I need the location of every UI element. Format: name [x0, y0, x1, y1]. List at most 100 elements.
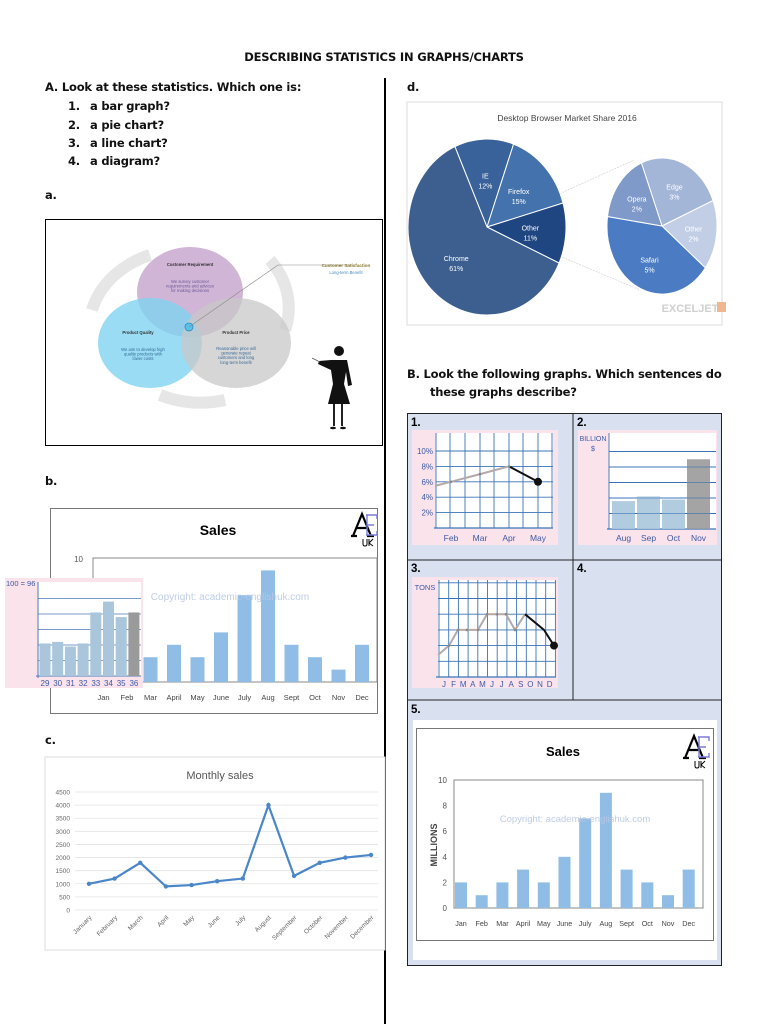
circle-text: for making decisions [171, 288, 209, 293]
inset-bar-36 [128, 612, 140, 676]
chart-title: Sales [200, 522, 237, 538]
x-tick: M [460, 680, 467, 689]
x-tick: July [579, 919, 592, 928]
y-label: $ [591, 446, 595, 453]
series-line [88, 801, 372, 888]
circle-text: quality products with [124, 352, 163, 357]
point-december [368, 852, 374, 858]
question-item-2: a pie chart? [90, 118, 164, 132]
label-d: d. [407, 80, 420, 94]
x-tick: Dec [355, 693, 369, 702]
y-tick: 8% [421, 462, 433, 471]
x-tick: Nov [662, 919, 675, 928]
circle-text: customers and long [218, 355, 255, 360]
x-tick: Apr [502, 533, 515, 543]
inset-bar-32 [77, 643, 89, 676]
cell-number-3: 3. [411, 563, 421, 575]
inset-x-tick: 30 [53, 679, 62, 688]
bar-sept [620, 869, 633, 908]
plot-area [453, 779, 704, 909]
chart-title: Sales [546, 744, 580, 759]
bar-april [167, 644, 181, 682]
bar-jan [455, 882, 467, 908]
sub-slice-opera [606, 162, 663, 227]
inset-bar-31 [64, 646, 76, 676]
x-tick: O [527, 680, 533, 689]
slice-value: 2% [632, 207, 642, 214]
point-november [343, 855, 348, 860]
bar-nov [331, 669, 346, 682]
bar-dec [682, 869, 695, 908]
x-tick: A [509, 680, 515, 689]
y-label: TONS [415, 583, 436, 592]
watermark: Copyright: academic-englishuk.com [151, 592, 309, 603]
slice-label: Other [522, 226, 540, 233]
section-b-heading-line1: B. Look the following graphs. Which sent… [407, 367, 722, 381]
slice-value: 15% [512, 199, 526, 206]
slice-value: 11% [524, 236, 538, 243]
y-tick: 4500 [56, 790, 71, 797]
question-item-4: a diagram? [90, 154, 161, 168]
chart-1: 2% 4% 6% 8% 10% Feb Mar Apr May [412, 430, 558, 545]
x-tick: Feb [476, 919, 488, 928]
x-tick: Aug [600, 919, 613, 928]
x-tick: Mar [496, 919, 509, 928]
cell-number-5: 5. [411, 704, 421, 716]
bar-aug [261, 570, 275, 682]
circle-text: We aim to develop high [121, 347, 165, 352]
y-tick: 3500 [56, 816, 71, 823]
point-last [550, 641, 558, 650]
bar-aug [612, 501, 635, 529]
ae-uk-logo [351, 511, 378, 547]
x-tick: Nov [332, 693, 346, 702]
sub-slice-safari [606, 215, 706, 295]
label-b: b. [45, 474, 58, 488]
circle-text: lower costs [133, 356, 154, 361]
circle-text: Reasonable price will [216, 346, 256, 351]
bar-aug [599, 792, 612, 908]
inset-x-tick: 34 [104, 679, 113, 688]
point [513, 628, 517, 632]
label-a: a. [45, 188, 57, 202]
section-a-heading: A. Look at these statistics. Which one i… [45, 80, 302, 94]
x-tick: Sep [641, 533, 656, 543]
point-april [163, 884, 169, 889]
section-b-heading-line2: these graphs describe? [430, 385, 577, 399]
inset-x-tick: 29 [41, 679, 50, 688]
chart-frame [416, 728, 714, 941]
bar-may [190, 657, 205, 682]
slice-value: 61% [449, 266, 463, 273]
circle-title: Product Price [222, 330, 250, 335]
cell-number-4: 4. [577, 563, 587, 575]
inset-x-tick: 33 [91, 679, 100, 688]
point [478, 472, 482, 476]
main-slice-chrome [407, 145, 560, 316]
bar-sept [284, 644, 299, 682]
x-tick: F [451, 680, 456, 689]
x-tick: Dec [682, 919, 695, 928]
circle-title: Product Quality [122, 330, 154, 335]
point [507, 465, 511, 468]
point [447, 644, 451, 647]
inset-x-tick: 35 [117, 679, 126, 688]
question-item-3: a line chart? [90, 136, 168, 150]
bar-june [558, 856, 571, 908]
callout-title: Customer Satisfaction [322, 263, 371, 268]
y-tick: 10% [417, 447, 433, 456]
y-label: MILLIONS [429, 824, 439, 867]
chart-frame [44, 756, 386, 951]
slice-label: IE [482, 174, 489, 181]
y-tick: 2500 [56, 842, 71, 849]
highlight-segment [524, 613, 555, 647]
bar-nov [687, 459, 710, 529]
y-tick: 0 [443, 904, 448, 913]
inset-bar-35 [115, 617, 127, 676]
y-tick: 2000 [56, 855, 71, 862]
x-tick: A [470, 680, 476, 689]
chart-title: Monthly sales [186, 770, 254, 782]
main-slice-firefox [486, 143, 564, 228]
question-item-4-num: 4. [68, 154, 80, 168]
point-march [138, 860, 143, 865]
ae-uk-logo [683, 733, 710, 769]
point-february [112, 876, 117, 881]
